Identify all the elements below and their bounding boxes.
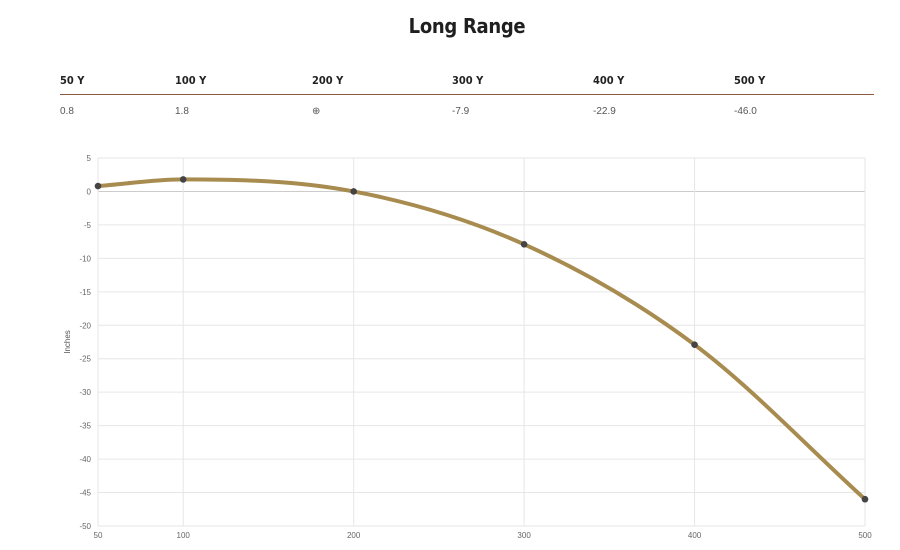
y-axis-label: Inches bbox=[63, 330, 72, 354]
y-tick-label: 0 bbox=[87, 187, 92, 196]
data-point bbox=[861, 495, 869, 503]
y-tick-label: -5 bbox=[84, 221, 92, 230]
x-tick-label: 100 bbox=[177, 531, 191, 540]
series-line bbox=[96, 177, 867, 502]
y-tick-label: -30 bbox=[79, 388, 91, 397]
table-header-50y: 50 Y bbox=[60, 74, 85, 87]
y-tick-label: -10 bbox=[79, 254, 91, 263]
table-value-300y: -7.9 bbox=[452, 106, 470, 117]
data-point bbox=[691, 341, 698, 348]
y-tick-label: -20 bbox=[79, 321, 91, 330]
x-tick-label: 300 bbox=[517, 531, 531, 540]
table-value-100y: 1.8 bbox=[175, 106, 189, 117]
table-header-400y: 400 Y bbox=[593, 74, 625, 87]
table-value-500y: -46.0 bbox=[734, 106, 757, 117]
chart-title: Long Range bbox=[408, 14, 526, 38]
y-tick-label: -50 bbox=[79, 522, 91, 531]
x-tick-label: 50 bbox=[94, 531, 103, 540]
y-tick-label: -45 bbox=[79, 489, 91, 498]
y-tick-label: -25 bbox=[79, 355, 91, 364]
data-point bbox=[350, 188, 357, 195]
table-divider bbox=[60, 94, 874, 95]
x-tick-label: 500 bbox=[858, 531, 872, 540]
table-value-400y: -22.9 bbox=[593, 106, 616, 117]
y-tick-label: 5 bbox=[87, 154, 92, 163]
table-value-200y: ⊕ bbox=[312, 106, 321, 117]
trajectory-table: 50 Y 100 Y 200 Y 300 Y 400 Y 500 Y 0.8 1… bbox=[60, 72, 874, 124]
y-tick-label: -35 bbox=[79, 422, 91, 431]
x-tick-label: 200 bbox=[347, 531, 361, 540]
data-point bbox=[179, 176, 187, 183]
y-tick-label: -40 bbox=[79, 455, 91, 464]
table-header-300y: 300 Y bbox=[452, 74, 484, 87]
table-header-100y: 100 Y bbox=[175, 74, 207, 87]
table-header-500y: 500 Y bbox=[734, 74, 766, 87]
data-point bbox=[520, 241, 528, 248]
data-point bbox=[94, 182, 102, 190]
y-tick-label: -15 bbox=[79, 288, 91, 297]
table-header-200y: 200 Y bbox=[312, 74, 344, 87]
x-tick-label: 400 bbox=[688, 531, 702, 540]
table-value-50y: 0.8 bbox=[60, 106, 74, 117]
